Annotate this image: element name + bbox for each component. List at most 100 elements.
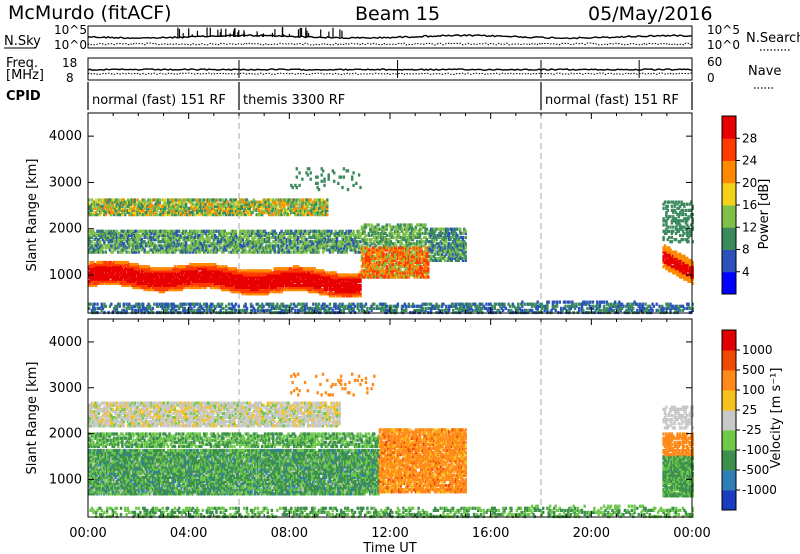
range-cell xyxy=(339,308,343,312)
range-cell xyxy=(319,281,322,285)
range-cell xyxy=(280,279,283,283)
range-cell xyxy=(101,275,105,279)
range-cell xyxy=(263,279,267,283)
range-cell xyxy=(281,233,285,237)
range-cell xyxy=(180,242,184,246)
range-cell xyxy=(324,290,328,294)
range-cell xyxy=(245,202,249,206)
range-cell xyxy=(330,306,333,310)
range-cell xyxy=(133,235,137,240)
range-cell xyxy=(309,290,312,294)
range-cell xyxy=(111,279,114,283)
range-cell xyxy=(238,229,242,233)
range-cell xyxy=(344,275,347,279)
range-cell xyxy=(148,229,152,233)
range-cell xyxy=(297,279,300,283)
range-cell xyxy=(92,229,95,233)
range-cell xyxy=(287,231,290,235)
range-cell xyxy=(247,235,250,240)
range-cell xyxy=(155,206,159,210)
range-cell xyxy=(240,200,243,204)
range-cell xyxy=(297,271,300,275)
range-cell xyxy=(100,198,103,202)
range-cell xyxy=(256,271,260,275)
range-cell xyxy=(133,213,137,217)
range-cell xyxy=(225,275,228,279)
range-cell xyxy=(308,231,311,235)
range-cell xyxy=(331,279,334,283)
range-cell xyxy=(161,233,164,237)
range-cell xyxy=(351,306,354,310)
range-cell xyxy=(309,229,312,233)
range-cell xyxy=(348,290,351,294)
range-cell xyxy=(298,250,301,254)
range-cell xyxy=(187,206,191,210)
range-cell xyxy=(200,248,203,252)
range-cell xyxy=(135,265,138,269)
range-cell xyxy=(112,210,116,215)
range-cell xyxy=(135,231,138,235)
range-cell xyxy=(330,290,333,294)
range-cell xyxy=(128,277,131,281)
range-cell xyxy=(258,229,261,233)
range-cell xyxy=(335,238,339,242)
range-cell xyxy=(270,273,274,277)
range-cell xyxy=(288,229,292,233)
range-cell xyxy=(315,279,318,283)
range-cell xyxy=(178,271,181,275)
range-cell xyxy=(165,281,168,285)
range-cell xyxy=(88,210,91,215)
range-cell xyxy=(148,206,152,210)
range-cell xyxy=(140,267,143,271)
range-cell xyxy=(251,288,254,292)
range-cell xyxy=(89,208,92,212)
range-cell xyxy=(251,277,254,281)
range-cell xyxy=(111,263,114,267)
range-cell xyxy=(118,242,121,246)
range-cell xyxy=(130,265,134,269)
range-cell xyxy=(291,185,294,190)
range-cell xyxy=(238,242,242,246)
range-cell xyxy=(345,285,348,290)
range-cell xyxy=(175,198,178,202)
range-cell xyxy=(223,200,226,204)
range-cell xyxy=(173,213,177,217)
range-cell xyxy=(316,238,319,242)
range-cell xyxy=(153,275,156,279)
range-cell xyxy=(287,308,290,312)
range-cell xyxy=(349,285,352,290)
range-cell xyxy=(295,277,298,281)
range-cell xyxy=(140,238,143,242)
range-cell xyxy=(202,271,206,275)
range-cell xyxy=(344,273,347,277)
range-cell xyxy=(283,233,286,237)
range-cell xyxy=(262,198,265,202)
range-cell xyxy=(237,271,240,275)
range-cell xyxy=(339,290,343,294)
range-cell xyxy=(198,263,202,267)
range-cell xyxy=(276,279,279,283)
range-cell xyxy=(316,275,319,279)
range-cell xyxy=(346,273,350,277)
range-cell xyxy=(323,283,326,287)
range-cell xyxy=(301,304,304,308)
range-cell xyxy=(104,244,107,248)
range-cell xyxy=(162,288,166,292)
range-cell xyxy=(313,202,316,206)
range-cell xyxy=(287,246,290,250)
range-cell xyxy=(94,210,98,215)
range-cell xyxy=(196,206,199,210)
range-cell xyxy=(157,279,160,283)
range-cell xyxy=(299,246,303,250)
range-cell xyxy=(100,263,103,267)
range-cell xyxy=(202,283,206,287)
range-cell xyxy=(254,273,257,277)
range-cell xyxy=(89,246,92,250)
range-cell xyxy=(151,198,155,202)
range-cell xyxy=(317,269,321,273)
range-cell xyxy=(339,240,343,244)
range-cell xyxy=(267,206,271,210)
range-cell xyxy=(254,208,257,212)
range-cell xyxy=(168,271,171,275)
range-cell xyxy=(150,238,153,242)
